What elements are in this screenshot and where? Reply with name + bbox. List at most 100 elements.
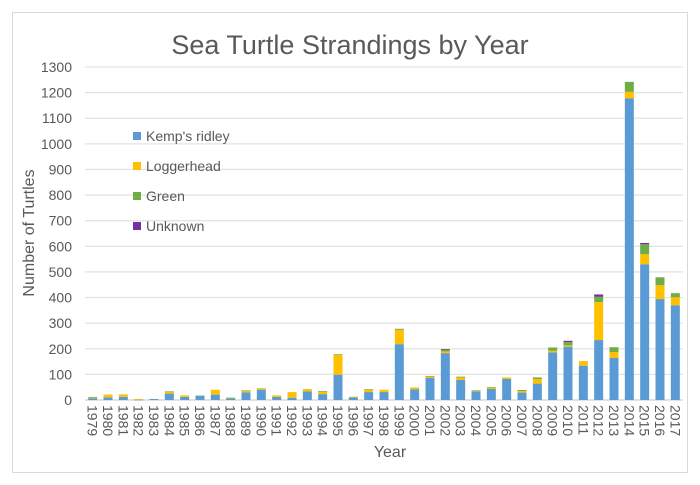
bar-segment [134,399,144,401]
bar-segment [164,391,174,392]
bar-segment [594,294,604,297]
bar-segment [180,395,190,397]
bar-segment [394,329,404,345]
bar-segment [563,342,573,346]
y-tick-label: 800 [49,187,73,203]
bar-segment [624,91,634,99]
bar-segment [256,390,266,400]
x-tick-label: 2014 [621,405,637,436]
bar-segment [302,391,312,400]
bar-segment [88,397,98,399]
x-tick-label: 1995 [330,405,346,436]
x-tick-labels: 1979 1980 1981 1982 1983 1984 1985 1986 1987 1988… [85,405,684,436]
bar-segment [364,389,374,390]
bar-segment [226,397,236,399]
bar-segment [210,389,220,395]
bar-segment [563,340,573,343]
bar-segment [594,340,604,400]
x-tick-label: 1987 [207,405,223,436]
y-tick-label: 500 [49,264,73,280]
bar-segment [517,392,527,400]
bar-segment [241,390,251,393]
bar-segment [486,387,496,389]
bar-segment [532,377,542,379]
x-tick-label: 1996 [345,405,361,436]
bar-segment [118,394,128,397]
bar-segment [364,389,374,393]
bar-segment [486,387,496,388]
bar-segment [486,388,496,400]
bar-segment [302,388,312,392]
bar-segment [456,376,466,378]
bar-segment [517,391,527,393]
bar-segment [640,242,650,245]
x-tick-label: 2017 [667,405,683,436]
x-tick-label: 1994 [315,405,331,436]
bar-segment [287,392,297,398]
bar-segment [164,391,174,394]
x-tick-label: 1997 [361,405,377,436]
bar-segment [578,361,588,366]
legend-marker [133,162,141,170]
x-tick-label: 1999 [391,405,407,436]
bar-segment [609,357,619,400]
bar-segment [456,380,466,400]
legend-marker [133,132,141,140]
x-tick-label: 1982 [131,405,147,436]
bar-segment [670,293,680,298]
bar-segment [195,395,205,400]
x-tick-label: 1981 [115,405,131,436]
y-tick-label: 400 [49,290,73,306]
bar-segment [103,394,113,398]
chart-frame [12,12,688,473]
bar-segment [548,350,558,353]
x-axis-label: Year [374,444,407,461]
y-tick-label: 100 [49,366,73,382]
bar-segment [195,395,205,397]
bar-segment [287,397,297,400]
bar-segment [440,353,450,400]
bar-segment [594,302,604,341]
bar-segment [88,396,98,398]
bar-segment [256,388,266,390]
x-tick-label: 2005 [483,405,499,436]
bar-segment [379,392,389,400]
bar-segment [517,390,527,392]
x-tick-label: 2010 [560,405,576,436]
y-tick-label: 1000 [41,136,72,152]
bar-segment [272,395,282,397]
x-tick-label: 1993 [299,405,315,436]
bar-segment [425,377,435,400]
bar-segment [272,396,282,400]
bar-segment [210,394,220,400]
bar-segment [594,296,604,303]
bar-segment [563,346,573,400]
x-tick-label: 1992 [284,405,300,436]
bar-segment [471,390,481,392]
bar-segment [471,390,481,391]
bar-segment [609,352,619,358]
bar-segment [532,383,542,400]
bar-segment [563,345,573,347]
x-tick-label: 2016 [652,405,668,436]
bar-segment [670,305,680,400]
bar-segment [318,394,328,400]
x-tick-label: 1980 [100,405,116,436]
bars [88,81,680,401]
y-axis-label: Number of Turtles [21,169,38,296]
bar-segment [548,352,558,400]
legend-label: Kemp's ridley [146,128,230,144]
bar-segment [640,244,650,255]
y-tick-labels: 0 100 200 300 400 500 600 700 800 900 1000 1100 1200… [41,59,72,408]
legend-label: Unknown [146,218,204,234]
legend-marker [133,222,141,230]
x-tick-label: 2001 [422,405,438,436]
bar-segment [394,344,404,400]
y-tick-label: 700 [49,213,73,229]
bar-segment [318,391,328,392]
bar-segment [624,98,634,401]
x-tick-label: 2008 [529,405,545,436]
x-tick-label: 1983 [146,405,162,436]
bar-segment [103,397,113,400]
x-tick-label: 1984 [161,405,177,436]
